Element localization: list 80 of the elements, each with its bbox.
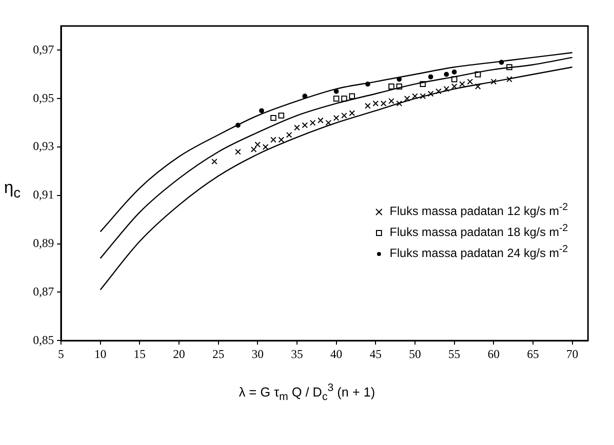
point <box>428 74 434 80</box>
point <box>364 102 371 109</box>
y-tick-label: 0,91 <box>33 188 54 202</box>
y-tick-label: 0,95 <box>33 90 54 105</box>
point <box>506 64 512 70</box>
point <box>474 84 481 90</box>
x-tick-label: 40 <box>330 346 342 361</box>
legend-label: Fluks massa padatan 18 kg/s m$^{-2}$ <box>388 222 568 242</box>
point <box>294 124 300 131</box>
x-tick-label: 55 <box>448 346 460 361</box>
x-tick-label: 50 <box>408 346 421 361</box>
point <box>211 158 218 164</box>
point <box>404 96 410 102</box>
point <box>254 142 261 148</box>
point <box>270 114 276 121</box>
point <box>452 69 457 74</box>
point <box>235 122 240 128</box>
point <box>474 71 481 78</box>
point <box>467 78 473 85</box>
point <box>396 100 402 106</box>
x-tick-label: 5 <box>58 346 64 361</box>
point <box>250 146 257 152</box>
point <box>443 86 450 92</box>
point <box>388 98 394 104</box>
point <box>451 76 458 82</box>
legend-label: Fluks massa padatan 24 kg/s m$^{-2}$ <box>388 243 568 262</box>
y-tick-label: 0,85 <box>33 332 54 347</box>
point <box>270 136 276 143</box>
point <box>365 82 370 87</box>
point <box>310 120 316 126</box>
y-tick-label: 0,97 <box>33 42 54 56</box>
point <box>412 93 418 100</box>
x-axis-title: λ = G τ$_{m}$ Q / D$_{c}$$^{3}$ (n + 1) <box>238 382 376 403</box>
point <box>262 144 268 150</box>
point <box>278 112 284 119</box>
y-tick-label: 0,93 <box>33 139 54 154</box>
x-tick-label: 35 <box>290 346 303 361</box>
point <box>420 81 426 88</box>
point <box>459 81 466 88</box>
point <box>396 76 402 82</box>
point <box>451 84 458 90</box>
point <box>235 148 241 155</box>
x-tick-label: 15 <box>134 346 146 361</box>
legend-label: Fluks massa padatan 12 kg/s m$^{-2}$ <box>388 201 568 220</box>
point <box>333 96 340 102</box>
point <box>259 108 264 114</box>
y-axis-title: η$_{c}$ <box>4 178 21 202</box>
point <box>428 90 434 97</box>
point <box>388 84 394 90</box>
x-tick-label: 25 <box>212 346 224 361</box>
point <box>490 78 497 85</box>
point <box>333 114 340 121</box>
point <box>334 88 339 94</box>
point <box>396 84 402 90</box>
point <box>349 110 356 116</box>
point <box>341 96 348 102</box>
point <box>302 94 308 99</box>
point <box>325 120 332 126</box>
x-tick-label: 20 <box>172 346 185 361</box>
x-tick-label: 45 <box>370 346 382 361</box>
point <box>349 93 356 100</box>
x-tick-label: 10 <box>94 346 106 361</box>
point <box>372 100 379 106</box>
y-tick-label: 0,87 <box>33 284 54 298</box>
point <box>302 122 308 128</box>
x-tick-label: 65 <box>526 346 539 361</box>
point <box>318 117 324 124</box>
line-series <box>100 66 573 290</box>
x-tick-label: 70 <box>566 346 578 361</box>
x-tick-label: 30 <box>252 346 264 361</box>
x-tick-label: 60 <box>488 346 500 361</box>
point <box>341 112 348 119</box>
point <box>380 100 386 106</box>
point <box>286 132 292 138</box>
y-tick-label: 0,89 <box>33 236 54 250</box>
point <box>498 60 504 65</box>
point <box>444 72 449 77</box>
point <box>278 136 284 143</box>
point <box>420 93 426 100</box>
point <box>506 76 512 82</box>
